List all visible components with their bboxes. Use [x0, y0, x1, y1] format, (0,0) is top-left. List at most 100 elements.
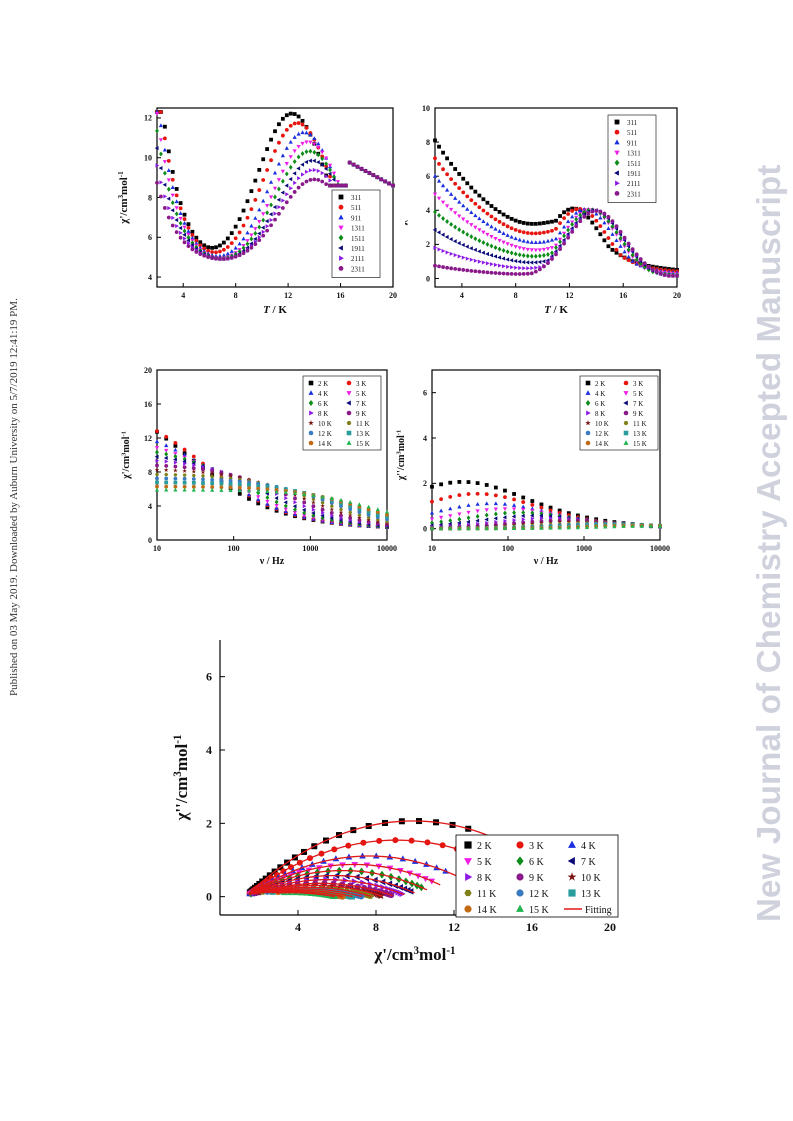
legend-marker	[346, 380, 352, 386]
legend-label: 2 K	[318, 380, 328, 388]
data-point	[675, 274, 679, 278]
data-point	[297, 176, 301, 181]
data-point	[186, 229, 191, 233]
data-point	[439, 526, 444, 531]
legend-label: 2 K	[477, 841, 493, 852]
data-point	[155, 463, 159, 468]
data-point	[634, 261, 639, 266]
data-point	[300, 182, 305, 187]
data-point	[537, 267, 542, 272]
data-point	[505, 271, 510, 276]
data-point	[256, 486, 261, 491]
legend-label: 10 K	[318, 420, 332, 428]
x-tick-label: 20	[389, 291, 397, 300]
data-point	[529, 240, 534, 244]
data-point	[493, 217, 498, 222]
legend-marker	[339, 255, 344, 261]
legend-marker	[464, 905, 472, 913]
data-point	[445, 156, 449, 161]
data-point	[598, 232, 603, 237]
data-point	[319, 162, 324, 168]
data-point	[284, 127, 289, 132]
data-point	[503, 510, 507, 516]
data-point	[384, 509, 390, 514]
x-tick-label: 10000	[377, 544, 397, 553]
data-point	[440, 200, 446, 205]
data-point	[457, 526, 462, 531]
legend-label: 9 K	[356, 410, 366, 418]
data-point	[210, 487, 215, 492]
data-point	[284, 200, 289, 205]
y-tick-label: 0	[148, 536, 152, 545]
data-point	[225, 256, 230, 261]
data-point	[253, 236, 257, 242]
x-tick-label: 12	[284, 291, 292, 300]
data-point	[517, 252, 522, 258]
data-point	[517, 272, 522, 276]
data-point	[493, 245, 498, 251]
data-point	[618, 244, 623, 248]
data-point	[304, 179, 309, 184]
data-point	[525, 271, 530, 276]
data-point	[481, 230, 486, 235]
fitting-curve	[276, 892, 335, 898]
data-point	[155, 180, 159, 185]
data-point	[658, 271, 663, 276]
legend-marker	[585, 420, 591, 426]
data-point	[429, 526, 435, 531]
data-point	[448, 506, 453, 511]
data-point	[260, 225, 265, 230]
data-point	[550, 250, 554, 256]
data-point	[302, 513, 307, 518]
data-point	[520, 513, 525, 519]
data-point	[173, 441, 178, 445]
data-point	[566, 219, 571, 224]
data-point	[502, 501, 508, 506]
data-point	[484, 508, 489, 513]
legend: 2 K 3 K 4 K 5 K 6 K 7 K 8 K 9 K 10 K 11 K 12 K 13 K…	[302, 375, 382, 451]
data-point	[315, 160, 320, 165]
data-point	[517, 259, 522, 264]
data-points	[154, 429, 390, 530]
legend-label: Fitting	[585, 905, 612, 916]
data-point	[288, 123, 293, 128]
data-point	[269, 202, 273, 208]
data-point	[511, 503, 517, 507]
data-point	[457, 493, 462, 498]
data-point	[163, 455, 168, 461]
data-point	[594, 208, 599, 213]
data-point	[210, 485, 215, 489]
data-point	[521, 260, 526, 265]
data-point	[448, 514, 453, 519]
data-point	[288, 111, 293, 116]
data-point	[292, 112, 297, 116]
data-point	[162, 147, 167, 152]
data-point	[288, 139, 293, 144]
data-point	[545, 238, 551, 243]
data-point	[590, 214, 595, 218]
data-point	[164, 472, 169, 477]
data-point	[509, 250, 514, 256]
data-point	[465, 256, 470, 261]
data-point	[265, 204, 270, 208]
data-point	[219, 481, 224, 486]
data-point	[328, 167, 332, 173]
legend-marker	[346, 391, 352, 396]
data-point	[273, 129, 277, 134]
data-point	[186, 238, 190, 243]
y-tick-label: 6	[423, 388, 427, 397]
data-point	[296, 166, 301, 171]
y-axis-label: χ''/cm3mol-1	[172, 735, 191, 822]
data-point	[548, 520, 553, 525]
data-point	[284, 496, 289, 501]
data-point	[304, 140, 309, 145]
y-tick-label: 20	[144, 366, 152, 375]
data-point	[257, 224, 262, 230]
data-point	[534, 265, 539, 270]
data-point	[348, 516, 353, 520]
data-point	[503, 495, 507, 500]
legend: 311 511 911 1311 1511 1911 2111 2311	[607, 114, 657, 203]
data-point	[246, 492, 252, 497]
data-point	[481, 197, 486, 202]
data-point	[375, 507, 380, 512]
